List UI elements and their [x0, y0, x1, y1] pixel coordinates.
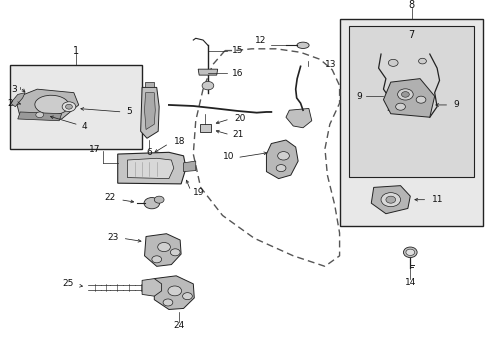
- Text: 9: 9: [452, 100, 458, 109]
- Text: 8: 8: [407, 0, 414, 10]
- Text: 24: 24: [173, 321, 184, 330]
- Text: 14: 14: [404, 278, 415, 287]
- Text: 21: 21: [232, 130, 243, 139]
- Text: 17: 17: [89, 145, 101, 154]
- Text: 23: 23: [107, 233, 119, 242]
- Polygon shape: [144, 93, 155, 130]
- Polygon shape: [118, 152, 185, 184]
- Circle shape: [65, 104, 72, 109]
- Text: 18: 18: [173, 137, 185, 146]
- Circle shape: [397, 89, 412, 100]
- FancyBboxPatch shape: [339, 19, 483, 226]
- Circle shape: [163, 299, 172, 306]
- Text: 5: 5: [126, 108, 132, 117]
- Circle shape: [380, 193, 400, 207]
- Circle shape: [154, 196, 163, 203]
- Circle shape: [395, 103, 405, 110]
- Ellipse shape: [35, 95, 69, 114]
- Polygon shape: [144, 234, 181, 266]
- Polygon shape: [154, 276, 194, 310]
- Circle shape: [202, 81, 213, 90]
- Polygon shape: [198, 69, 217, 75]
- FancyBboxPatch shape: [348, 26, 473, 177]
- Text: 9: 9: [356, 92, 362, 101]
- Text: 16: 16: [232, 69, 244, 78]
- Circle shape: [158, 243, 170, 252]
- Circle shape: [62, 102, 76, 112]
- Polygon shape: [18, 112, 61, 121]
- FancyBboxPatch shape: [10, 64, 142, 149]
- Ellipse shape: [296, 42, 308, 49]
- Circle shape: [418, 58, 426, 64]
- Polygon shape: [141, 87, 159, 138]
- Text: 7: 7: [407, 30, 414, 40]
- Polygon shape: [127, 158, 173, 179]
- Circle shape: [387, 59, 397, 66]
- Text: 20: 20: [234, 114, 245, 123]
- Circle shape: [405, 249, 414, 256]
- Circle shape: [152, 256, 161, 263]
- Circle shape: [36, 112, 43, 118]
- Polygon shape: [266, 140, 298, 179]
- Polygon shape: [183, 161, 195, 172]
- FancyBboxPatch shape: [199, 123, 211, 132]
- Polygon shape: [370, 186, 409, 214]
- Text: 22: 22: [104, 193, 115, 202]
- Text: 15: 15: [232, 46, 244, 55]
- Text: 3: 3: [11, 85, 17, 94]
- Text: 2: 2: [7, 99, 13, 108]
- Text: 1: 1: [73, 46, 79, 55]
- Circle shape: [144, 198, 159, 209]
- Text: 25: 25: [62, 279, 74, 288]
- Polygon shape: [285, 108, 311, 128]
- Circle shape: [170, 249, 180, 256]
- Polygon shape: [15, 89, 79, 119]
- Text: 19: 19: [193, 188, 204, 197]
- Text: 4: 4: [81, 122, 86, 131]
- Circle shape: [167, 286, 181, 296]
- Circle shape: [182, 293, 192, 300]
- Polygon shape: [383, 78, 434, 117]
- Polygon shape: [142, 279, 161, 296]
- Polygon shape: [10, 93, 25, 107]
- Text: 13: 13: [325, 60, 336, 69]
- Text: 6: 6: [146, 148, 152, 157]
- Circle shape: [276, 165, 285, 172]
- Circle shape: [415, 96, 425, 103]
- Ellipse shape: [403, 247, 416, 257]
- Circle shape: [277, 152, 289, 160]
- Text: 10: 10: [223, 152, 234, 161]
- Circle shape: [401, 91, 408, 97]
- Text: 12: 12: [255, 36, 266, 45]
- Circle shape: [385, 196, 395, 203]
- Polygon shape: [144, 82, 154, 87]
- Text: 11: 11: [431, 195, 443, 204]
